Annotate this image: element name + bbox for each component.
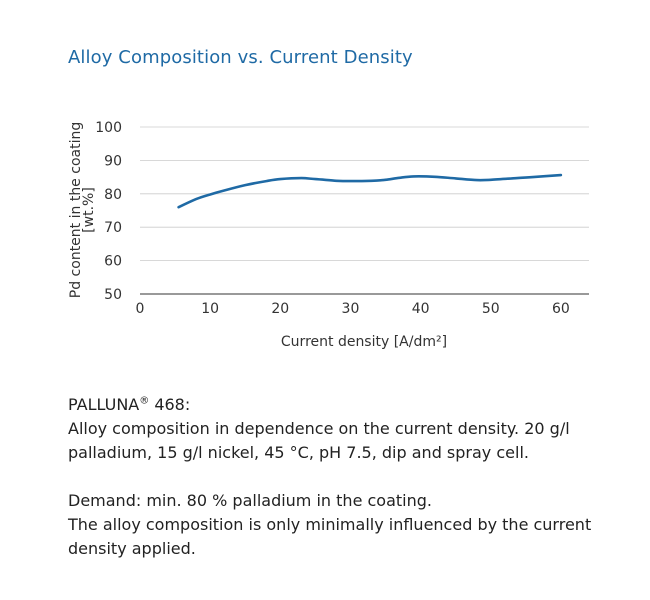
chart-title: Alloy Composition vs. Current Density — [68, 47, 413, 68]
y-tick-label: 60 — [104, 254, 122, 270]
chart-grid — [140, 126, 589, 295]
y-tick-label: 100 — [95, 120, 122, 136]
conclusion-text: The alloy composition is only minimally … — [68, 515, 592, 558]
x-tick-label: 30 — [342, 301, 360, 317]
y-axis-label-line2: [wt.%] — [81, 187, 97, 233]
y-axis-label: Pd content in the coating [wt.%] — [68, 122, 97, 298]
y-tick-label: 90 — [104, 153, 122, 169]
chart-description: PALLUNA® 468: Alloy composition in depen… — [68, 393, 628, 561]
chart-series — [177, 173, 563, 209]
y-tick-label: 80 — [104, 187, 122, 203]
x-tick-label: 50 — [482, 301, 500, 317]
x-axis-label: Current density [A/dm²] — [281, 334, 447, 350]
x-tick-label: 0 — [136, 301, 145, 317]
y-tick-label: 50 — [104, 287, 122, 303]
demand-text: Demand: min. 80 % palladium in the coati… — [68, 491, 432, 510]
x-tick-labels: 0 10 20 30 40 50 60 — [136, 301, 570, 317]
x-tick-label: 60 — [552, 301, 570, 317]
description-text: Alloy composition in dependence on the c… — [68, 419, 570, 462]
x-tick-label: 40 — [412, 301, 430, 317]
y-tick-label: 70 — [104, 220, 122, 236]
x-tick-label: 20 — [271, 301, 289, 317]
product-line: PALLUNA® 468: — [68, 395, 191, 414]
x-tick-label: 10 — [201, 301, 219, 317]
y-axis-label-line1: Pd content in the coating — [68, 122, 84, 298]
series-line — [177, 173, 563, 209]
line-chart: 100 90 80 70 60 50 0 10 20 30 40 50 60 Current dens… — [68, 120, 589, 350]
y-tick-labels: 100 90 80 70 60 50 — [95, 120, 122, 303]
